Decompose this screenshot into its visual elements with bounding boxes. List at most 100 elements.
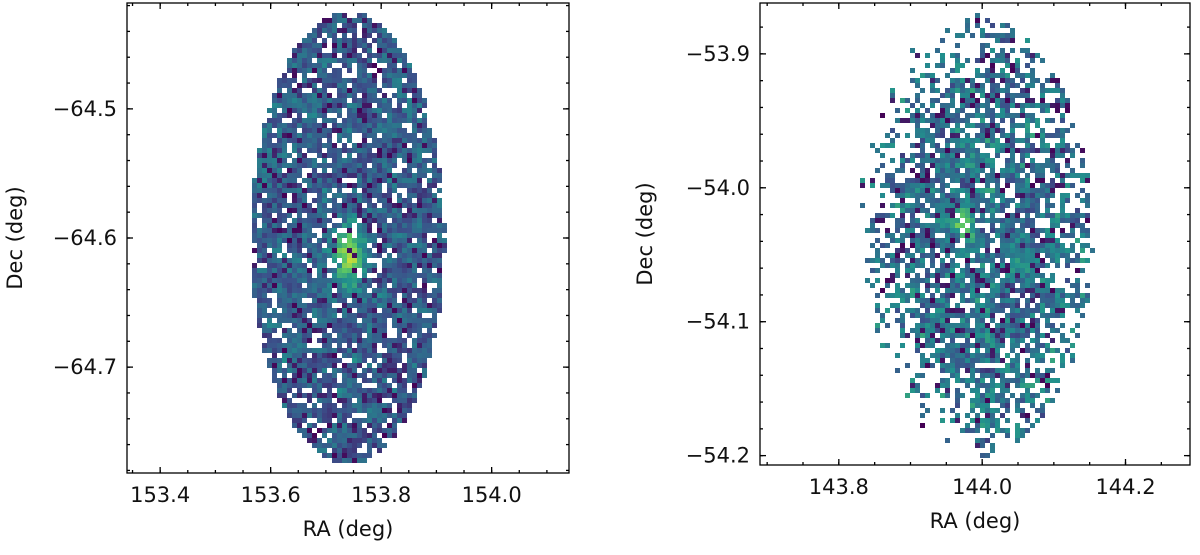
heatmap-cell <box>900 183 905 188</box>
heatmap-cell <box>995 248 1000 253</box>
heatmap-cell <box>875 323 880 328</box>
heatmap-cell <box>372 238 377 243</box>
heatmap-cell <box>377 178 382 183</box>
heatmap-cell <box>945 283 950 288</box>
heatmap-cell <box>985 203 990 208</box>
heatmap-cell <box>357 333 362 338</box>
heatmap-cell <box>322 173 327 178</box>
heatmap-cell <box>347 283 352 288</box>
heatmap-cell <box>417 168 422 173</box>
heatmap-cell <box>940 273 945 278</box>
heatmap-cell <box>1060 103 1065 108</box>
heatmap-cell <box>297 373 302 378</box>
heatmap-cell <box>960 428 965 433</box>
heatmap-cell <box>950 258 955 263</box>
heatmap-cell <box>307 333 312 338</box>
heatmap-cell <box>1020 278 1025 283</box>
heatmap-cell <box>920 373 925 378</box>
heatmap-cell <box>970 233 975 238</box>
heatmap-cell <box>417 128 422 133</box>
heatmap-cell <box>1020 263 1025 268</box>
heatmap-cell <box>312 223 317 228</box>
heatmap-cell <box>317 93 322 98</box>
heatmap-cell <box>297 108 302 113</box>
heatmap-cell <box>1000 88 1005 93</box>
heatmap-cell <box>342 448 347 453</box>
heatmap-cell <box>262 308 267 313</box>
heatmap-cell <box>392 78 397 83</box>
heatmap-cell <box>1010 123 1015 128</box>
heatmap-cell <box>342 248 347 253</box>
heatmap-cell <box>980 103 985 108</box>
heatmap-cell <box>277 393 282 398</box>
heatmap-cell <box>377 128 382 133</box>
heatmap-cell <box>352 318 357 323</box>
heatmap-cell <box>272 363 277 368</box>
heatmap-cell <box>895 168 900 173</box>
heatmap-cell <box>985 258 990 263</box>
heatmap-cell <box>257 258 262 263</box>
heatmap-cell <box>267 158 272 163</box>
heatmap-cell <box>317 243 322 248</box>
heatmap-cell <box>317 308 322 313</box>
heatmap-cell <box>387 183 392 188</box>
heatmap-cell <box>985 33 990 38</box>
heatmap-cell <box>377 33 382 38</box>
heatmap-cell <box>945 228 950 233</box>
heatmap-cell <box>890 178 895 183</box>
heatmap-cell <box>1010 238 1015 243</box>
heatmap-cell <box>332 18 337 23</box>
heatmap-cell <box>287 398 292 403</box>
heatmap-cell <box>412 248 417 253</box>
heatmap-cell <box>1005 78 1010 83</box>
heatmap-cell <box>342 13 347 18</box>
heatmap-cell <box>1030 278 1035 283</box>
heatmap-cell <box>960 288 965 293</box>
heatmap-cell <box>362 278 367 283</box>
heatmap-cell <box>1015 378 1020 383</box>
heatmap-cell <box>950 368 955 373</box>
heatmap-cell <box>282 388 287 393</box>
heatmap-cell <box>417 373 422 378</box>
heatmap-cell <box>1055 328 1060 333</box>
heatmap-cell <box>312 178 317 183</box>
heatmap-cell <box>407 363 412 368</box>
heatmap-cell <box>327 128 332 133</box>
heatmap-cell <box>382 283 387 288</box>
heatmap-cell <box>302 308 307 313</box>
heatmap-cell <box>975 178 980 183</box>
heatmap-cell <box>417 193 422 198</box>
heatmap-cell <box>327 118 332 123</box>
heatmap-cell <box>975 243 980 248</box>
heatmap-cell <box>287 138 292 143</box>
heatmap-cell <box>347 63 352 68</box>
heatmap-cell <box>950 128 955 133</box>
heatmap-cell <box>1005 238 1010 243</box>
heatmap-cell <box>437 283 442 288</box>
heatmap-cell <box>1000 173 1005 178</box>
heatmap-cell <box>955 328 960 333</box>
heatmap-cell <box>297 253 302 258</box>
heatmap-cell <box>412 378 417 383</box>
heatmap-cell <box>975 343 980 348</box>
heatmap-cell <box>377 338 382 343</box>
heatmap-cell <box>1050 118 1055 123</box>
heatmap-cell <box>995 33 1000 38</box>
heatmap-cell <box>382 288 387 293</box>
heatmap-cell <box>317 153 322 158</box>
heatmap-cell <box>875 303 880 308</box>
heatmap-cell <box>292 338 297 343</box>
heatmap-cell <box>387 63 392 68</box>
heatmap-cell <box>1030 263 1035 268</box>
heatmap-cell <box>965 273 970 278</box>
heatmap-cell <box>312 113 317 118</box>
heatmap-cell <box>965 248 970 253</box>
heatmap-cell <box>292 193 297 198</box>
heatmap-cell <box>1000 338 1005 343</box>
heatmap-cell <box>1030 338 1035 343</box>
heatmap-cell <box>1050 133 1055 138</box>
heatmap-cell <box>990 263 995 268</box>
heatmap-cell <box>322 218 327 223</box>
heatmap-cell <box>1025 103 1030 108</box>
heatmap-cell <box>1010 68 1015 73</box>
